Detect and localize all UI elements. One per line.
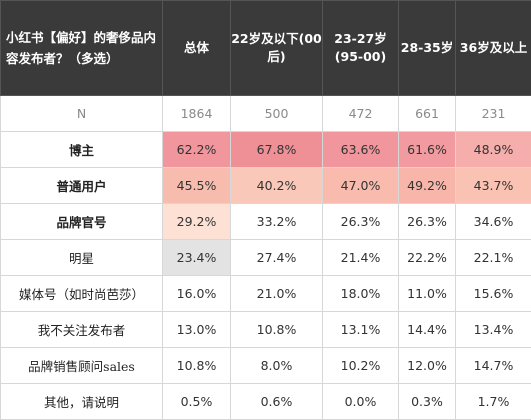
table-row: 其他，请说明 0.5% 0.6% 0.0% 0.3% 1.7% — [1, 384, 531, 420]
table-cell: 34.6% — [456, 204, 531, 240]
table-cell: 11.0% — [399, 276, 456, 312]
table-row-n: N 1864 500 472 661 231 — [1, 96, 531, 132]
col-header-age-36-plus: 36岁及以上 — [456, 1, 531, 96]
table-cell: 47.0% — [323, 168, 399, 204]
table-cell: 14.4% — [399, 312, 456, 348]
table-cell: 472 — [323, 96, 399, 132]
table-cell: 43.7% — [456, 168, 531, 204]
table-cell: 26.3% — [323, 204, 399, 240]
table-cell: 661 — [399, 96, 456, 132]
row-label: 其他，请说明 — [1, 384, 163, 420]
table-row: 博主 62.2% 67.8% 63.6% 61.6% 48.9% — [1, 132, 531, 168]
col-header-total: 总体 — [163, 1, 231, 96]
header-row: 小红书【偏好】的奢侈品内容发布者？（多选） 总体 22岁及以下(00后) 23-… — [1, 1, 531, 96]
table-cell: 45.5% — [163, 168, 231, 204]
row-label: 媒体号（如时尚芭莎） — [1, 276, 163, 312]
table-cell: 13.0% — [163, 312, 231, 348]
table-cell: 33.2% — [231, 204, 323, 240]
table-cell: 13.4% — [456, 312, 531, 348]
table-cell: 0.6% — [231, 384, 323, 420]
table-cell: 23.4% — [163, 240, 231, 276]
table-cell: 15.6% — [456, 276, 531, 312]
table-cell: 1.7% — [456, 384, 531, 420]
table-cell: 63.6% — [323, 132, 399, 168]
col-header-age-28-35: 28-35岁 — [399, 1, 456, 96]
table-row: 品牌官号 29.2% 33.2% 26.3% 26.3% 34.6% — [1, 204, 531, 240]
table-cell: 8.0% — [231, 348, 323, 384]
table-cell: 10.8% — [231, 312, 323, 348]
row-label: 我不关注发布者 — [1, 312, 163, 348]
table-cell: 26.3% — [399, 204, 456, 240]
table-cell: 21.4% — [323, 240, 399, 276]
table-cell: 67.8% — [231, 132, 323, 168]
table-cell: 13.1% — [323, 312, 399, 348]
table-row: 媒体号（如时尚芭莎） 16.0% 21.0% 18.0% 11.0% 15.6% — [1, 276, 531, 312]
table-cell: 48.9% — [456, 132, 531, 168]
row-label: 普通用户 — [1, 168, 163, 204]
table-cell: 0.0% — [323, 384, 399, 420]
table-row: 明星 23.4% 27.4% 21.4% 22.2% 22.1% — [1, 240, 531, 276]
table-cell: 10.8% — [163, 348, 231, 384]
table-cell: 49.2% — [399, 168, 456, 204]
table-row: 我不关注发布者 13.0% 10.8% 13.1% 14.4% 13.4% — [1, 312, 531, 348]
table-cell: 22.1% — [456, 240, 531, 276]
row-label: 博主 — [1, 132, 163, 168]
col-header-age-22-under: 22岁及以下(00后) — [231, 1, 323, 96]
table-cell: 21.0% — [231, 276, 323, 312]
table-cell: 62.2% — [163, 132, 231, 168]
table-cell: 16.0% — [163, 276, 231, 312]
table-cell: 231 — [456, 96, 531, 132]
table-cell: 0.5% — [163, 384, 231, 420]
table-cell: 12.0% — [399, 348, 456, 384]
table-row: 品牌销售顾问sales 10.8% 8.0% 10.2% 12.0% 14.7% — [1, 348, 531, 384]
table-cell: 18.0% — [323, 276, 399, 312]
table-row: 普通用户 45.5% 40.2% 47.0% 49.2% 43.7% — [1, 168, 531, 204]
table-cell: 61.6% — [399, 132, 456, 168]
table-cell: 10.2% — [323, 348, 399, 384]
question-header: 小红书【偏好】的奢侈品内容发布者？（多选） — [1, 1, 163, 96]
table-cell: 1864 — [163, 96, 231, 132]
row-label: N — [1, 96, 163, 132]
table-cell: 22.2% — [399, 240, 456, 276]
row-label: 品牌销售顾问sales — [1, 348, 163, 384]
table-cell: 40.2% — [231, 168, 323, 204]
row-label: 品牌官号 — [1, 204, 163, 240]
table-cell: 27.4% — [231, 240, 323, 276]
table-cell: 14.7% — [456, 348, 531, 384]
table-cell: 500 — [231, 96, 323, 132]
row-label: 明星 — [1, 240, 163, 276]
table-cell: 29.2% — [163, 204, 231, 240]
col-header-age-23-27: 23-27岁(95-00) — [323, 1, 399, 96]
table-cell: 0.3% — [399, 384, 456, 420]
